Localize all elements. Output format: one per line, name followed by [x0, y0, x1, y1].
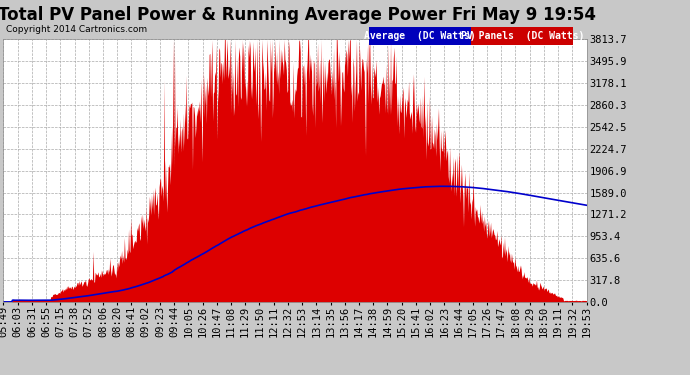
Text: PV Panels  (DC Watts): PV Panels (DC Watts) — [461, 31, 584, 41]
Text: Copyright 2014 Cartronics.com: Copyright 2014 Cartronics.com — [6, 26, 147, 34]
Text: Average  (DC Watts): Average (DC Watts) — [364, 31, 476, 41]
Text: Total PV Panel Power & Running Average Power Fri May 9 19:54: Total PV Panel Power & Running Average P… — [0, 6, 595, 24]
